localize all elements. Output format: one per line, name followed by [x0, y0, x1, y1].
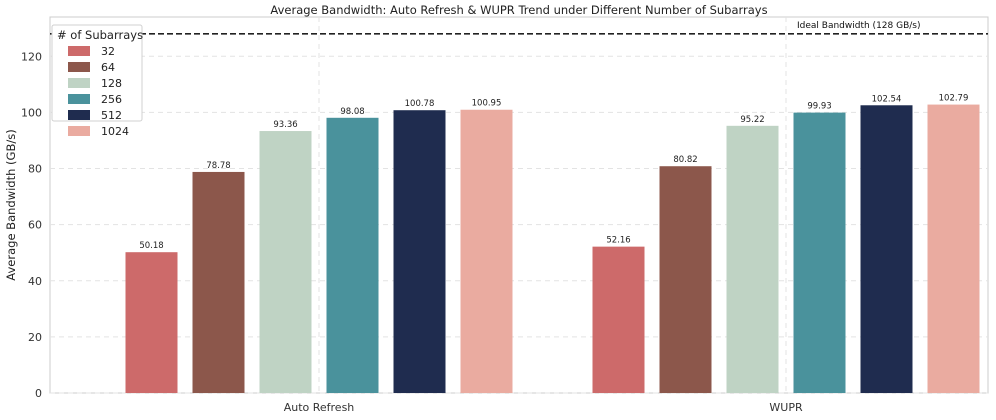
bar [927, 104, 980, 393]
legend-swatch [68, 94, 90, 104]
legend-label: 64 [101, 61, 115, 74]
y-tick-label: 60 [28, 219, 42, 232]
data-label: 102.79 [939, 94, 969, 104]
bar [659, 166, 712, 393]
data-label: 52.16 [606, 236, 630, 246]
x-tick-label: Auto Refresh [284, 401, 355, 414]
legend-label: 512 [101, 109, 122, 122]
bar [460, 109, 513, 394]
legend-swatch [68, 62, 90, 72]
bar [726, 125, 779, 393]
legend-swatch [68, 46, 90, 56]
y-axis-title: Average Bandwidth (GB/s) [4, 129, 18, 280]
bar [125, 252, 178, 393]
legend: # of Subarrays 32 64 128 256 512 1024 [51, 24, 143, 138]
y-tick-label: 120 [21, 50, 42, 63]
y-tick-label: 20 [28, 331, 42, 344]
data-label: 50.18 [139, 241, 163, 251]
data-label: 100.78 [405, 99, 435, 109]
bar [259, 131, 312, 394]
bar [326, 117, 379, 393]
data-label: 95.22 [740, 115, 764, 125]
data-label: 99.93 [807, 102, 831, 112]
data-label: 93.36 [273, 120, 297, 130]
ideal-bandwidth-label: Ideal Bandwidth (128 GB/s) [797, 21, 921, 31]
y-tick-label: 40 [28, 275, 42, 288]
legend-label: 128 [101, 77, 122, 90]
axis-layer: 0 20 40 60 80 100 120 Auto Refresh WUPR [21, 50, 803, 414]
data-label: 100.95 [472, 99, 502, 109]
data-label: 102.54 [872, 94, 902, 104]
data-label: 98.08 [340, 107, 364, 117]
bar [192, 171, 245, 393]
legend-swatch [68, 126, 90, 136]
legend-label: 256 [101, 93, 122, 106]
data-label: 80.82 [673, 155, 697, 165]
legend-swatch [68, 78, 90, 88]
legend-title: # of Subarrays [57, 28, 143, 42]
bar-layer [125, 104, 980, 394]
legend-label: 32 [101, 45, 115, 58]
chart-title: Average Bandwidth: Auto Refresh & WUPR T… [270, 3, 767, 17]
bar [393, 110, 446, 393]
label-layer: 50.18 78.78 93.36 98.08 100.78 100.95 52.16 80.… [139, 94, 968, 252]
y-tick-label: 0 [35, 387, 42, 400]
x-tick-label: WUPR [769, 401, 803, 414]
data-label: 78.78 [206, 161, 230, 171]
y-tick-label: 100 [21, 106, 42, 119]
reference-line-group: Ideal Bandwidth (128 GB/s) [50, 21, 988, 35]
bar [793, 112, 846, 394]
bar [592, 246, 645, 393]
legend-label: 1024 [101, 125, 129, 138]
legend-swatch [68, 110, 90, 120]
y-tick-label: 80 [28, 163, 42, 176]
bar [860, 105, 913, 393]
